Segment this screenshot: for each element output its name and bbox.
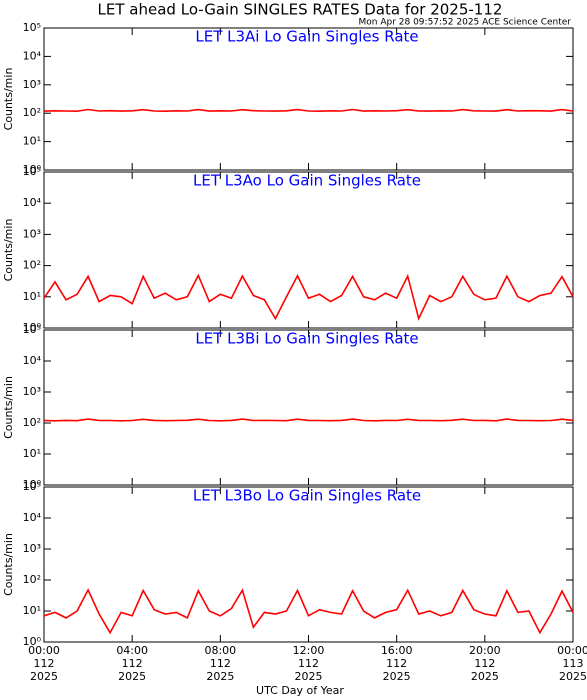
y-tick-label: 10¹	[23, 290, 41, 303]
x-tick-label: 2025	[471, 670, 499, 683]
x-tick-label: 112	[386, 657, 407, 670]
y-tick-label: 10⁵	[23, 165, 41, 178]
y-axis-label: Counts/min	[2, 219, 15, 282]
y-tick-label: 10³	[23, 227, 41, 240]
y-tick-label: 10⁰	[23, 163, 42, 176]
y-tick-label: 10¹	[23, 604, 41, 617]
y-tick-label: 10⁰	[23, 321, 42, 334]
y-axis-label: Counts/min	[2, 376, 15, 439]
y-tick-label: 10³	[23, 542, 41, 555]
plot-frame	[43, 171, 574, 329]
y-axis-label: Counts/min	[2, 68, 15, 131]
chart-title: LET ahead Lo-Gain SINGLES RATES Data for…	[98, 1, 503, 19]
y-tick-label: 10¹	[23, 447, 41, 460]
data-line	[43, 418, 574, 422]
panel-title: LET L3Bo Lo Gain Singles Rate	[193, 487, 421, 505]
x-tick-label: 08:00	[204, 644, 236, 657]
x-tick-label: 12:00	[293, 644, 325, 657]
panel-title: LET L3Bi Lo Gain Singles Rate	[195, 330, 418, 348]
x-tick-label: 2025	[295, 670, 323, 683]
y-tick-label: 10⁵	[23, 21, 41, 34]
plot-frame	[43, 486, 574, 643]
x-tick-label: 2025	[383, 670, 411, 683]
y-tick-label: 10²	[23, 573, 41, 586]
plot-frame	[43, 27, 574, 171]
x-tick-label: 2025	[206, 670, 234, 683]
data-line	[43, 588, 574, 635]
y-tick-label: 10²	[23, 259, 41, 272]
x-tick-label: 2025	[30, 670, 58, 683]
y-tick-label: 10²	[23, 106, 41, 119]
y-tick-label: 10⁰	[23, 635, 42, 648]
y-tick-label: 10⁵	[23, 323, 41, 336]
y-tick-label: 10⁴	[23, 354, 42, 367]
y-tick-label: 10¹	[23, 135, 41, 148]
y-tick-label: 10⁴	[23, 196, 42, 209]
x-tick-label: 112	[34, 657, 55, 670]
x-tick-label: 00:00	[28, 644, 60, 657]
x-tick-label: 2025	[559, 670, 587, 683]
x-tick-label: 112	[210, 657, 231, 670]
y-tick-label: 10³	[23, 385, 41, 398]
x-tick-label: 04:00	[116, 644, 148, 657]
x-tick-label: 112	[474, 657, 495, 670]
x-tick-label: 16:00	[381, 644, 413, 657]
y-tick-label: 10⁰	[23, 478, 42, 491]
plot-frame	[43, 329, 574, 486]
y-tick-label: 10²	[23, 416, 41, 429]
x-tick-label: 112	[298, 657, 319, 670]
x-tick-label: 113	[563, 657, 584, 670]
data-line	[43, 108, 574, 113]
x-tick-label: 20:00	[469, 644, 501, 657]
x-tick-label: 00:00	[557, 644, 587, 657]
y-tick-label: 10⁴	[23, 49, 42, 62]
y-axis-label: Counts/min	[2, 533, 15, 596]
x-tick-label: 2025	[118, 670, 146, 683]
y-tick-label: 10⁵	[23, 480, 41, 493]
y-tick-label: 10⁴	[23, 511, 42, 524]
x-tick-label: 112	[122, 657, 143, 670]
data-line	[43, 273, 574, 321]
timestamp: Mon Apr 28 09:57:52 2025 ACE Science Cen…	[359, 18, 572, 28]
panel-title: LET L3Ao Lo Gain Singles Rate	[193, 172, 421, 190]
y-tick-label: 10³	[23, 78, 41, 91]
x-axis-label: UTC Day of Year	[256, 684, 344, 697]
panel-title: LET L3Ai Lo Gain Singles Rate	[195, 28, 418, 46]
